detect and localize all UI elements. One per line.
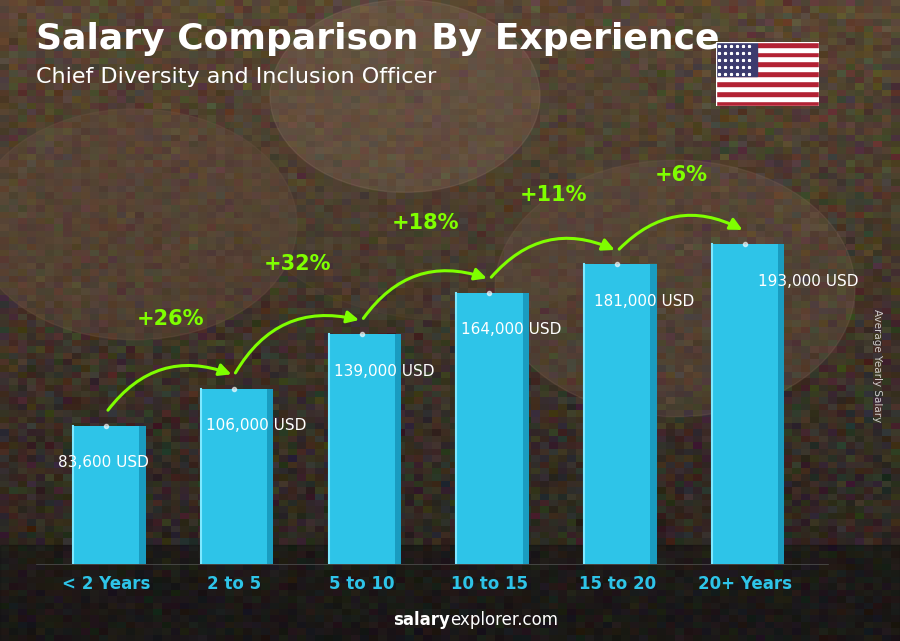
- Bar: [712, 244, 778, 564]
- Bar: [716, 51, 819, 56]
- Text: Salary Comparison By Experience: Salary Comparison By Experience: [36, 22, 719, 56]
- Text: +26%: +26%: [137, 309, 204, 329]
- Circle shape: [270, 0, 540, 192]
- Text: 193,000 USD: 193,000 USD: [758, 274, 859, 289]
- Text: explorer.com: explorer.com: [450, 612, 558, 629]
- Circle shape: [225, 0, 675, 320]
- Polygon shape: [140, 426, 146, 564]
- Bar: [716, 62, 819, 66]
- Bar: [584, 264, 651, 564]
- Text: 106,000 USD: 106,000 USD: [206, 419, 306, 433]
- Bar: [201, 388, 267, 564]
- Bar: [716, 71, 819, 76]
- Bar: [716, 66, 819, 71]
- Bar: [716, 91, 819, 96]
- Text: +18%: +18%: [392, 213, 459, 233]
- Polygon shape: [651, 264, 657, 564]
- Bar: [716, 47, 819, 51]
- Bar: [73, 426, 140, 564]
- Text: +32%: +32%: [264, 254, 331, 274]
- Text: Average Yearly Salary: Average Yearly Salary: [872, 309, 883, 422]
- Bar: [716, 81, 819, 86]
- Bar: [456, 292, 523, 564]
- Bar: [716, 42, 819, 47]
- Bar: [716, 56, 819, 62]
- Bar: [716, 96, 819, 101]
- Bar: [716, 101, 819, 106]
- Polygon shape: [523, 292, 529, 564]
- Text: salary: salary: [393, 612, 450, 629]
- Bar: [716, 86, 819, 91]
- Text: +6%: +6%: [654, 165, 707, 185]
- Bar: [0, 545, 900, 641]
- Bar: [716, 76, 819, 81]
- Bar: [328, 334, 395, 564]
- Bar: [716, 42, 757, 76]
- Circle shape: [495, 160, 855, 417]
- Polygon shape: [267, 388, 274, 564]
- Text: 164,000 USD: 164,000 USD: [462, 322, 562, 337]
- Text: 181,000 USD: 181,000 USD: [594, 294, 695, 309]
- Circle shape: [0, 109, 297, 340]
- Polygon shape: [778, 244, 784, 564]
- Polygon shape: [395, 334, 401, 564]
- Text: Chief Diversity and Inclusion Officer: Chief Diversity and Inclusion Officer: [36, 67, 436, 87]
- Text: +11%: +11%: [519, 185, 587, 204]
- Text: 83,600 USD: 83,600 USD: [58, 456, 148, 470]
- Text: 139,000 USD: 139,000 USD: [334, 363, 434, 379]
